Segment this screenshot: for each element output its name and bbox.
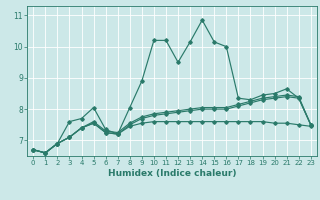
X-axis label: Humidex (Indice chaleur): Humidex (Indice chaleur) — [108, 169, 236, 178]
